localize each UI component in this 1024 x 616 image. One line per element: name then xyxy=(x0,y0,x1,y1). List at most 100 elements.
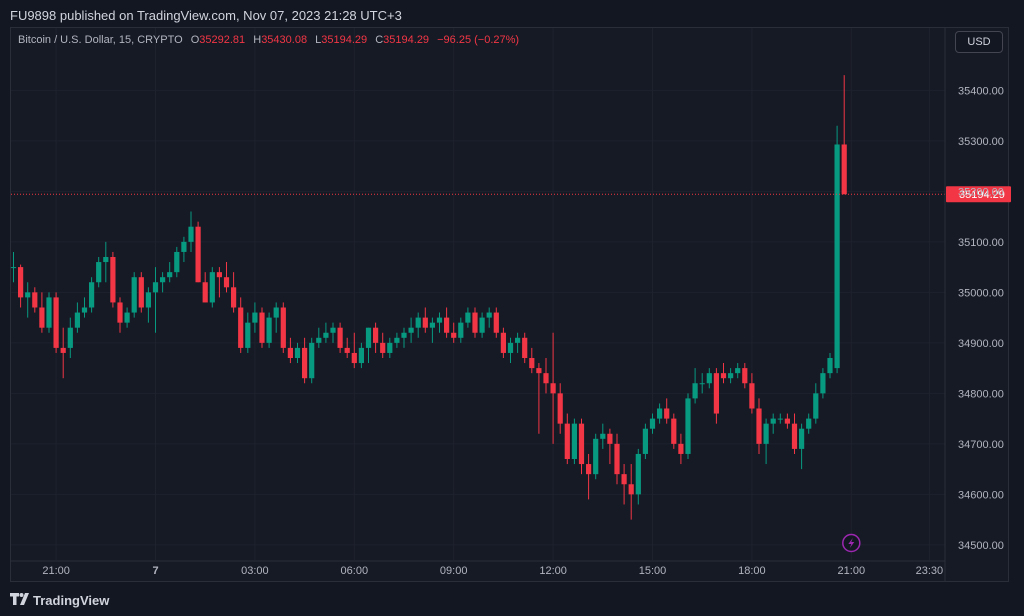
candle-body xyxy=(770,418,776,424)
candle xyxy=(401,327,407,348)
candle xyxy=(380,332,386,358)
candle xyxy=(216,267,222,298)
candle xyxy=(600,423,606,449)
candle-body xyxy=(600,433,606,439)
open-value: 35292.81 xyxy=(199,34,246,46)
candle xyxy=(39,292,45,333)
candle xyxy=(74,302,80,333)
candle-body xyxy=(415,317,421,328)
candle xyxy=(444,307,450,338)
candle-body xyxy=(536,368,542,374)
candle xyxy=(500,327,506,358)
candle xyxy=(451,322,457,343)
price-axis: 34500.00 34600.00 34700.00 34800.00 34900.00… xyxy=(944,28,1004,581)
candle-body xyxy=(167,272,173,278)
candle xyxy=(67,317,73,358)
candle-body xyxy=(557,393,563,424)
candle-body xyxy=(394,337,400,343)
candle xyxy=(557,383,563,434)
candle-body xyxy=(401,332,407,338)
candle xyxy=(749,373,755,414)
candle xyxy=(529,347,535,374)
candle-body xyxy=(635,453,641,495)
candle-body xyxy=(465,312,471,323)
candle-body xyxy=(223,277,230,288)
price-overlay: 35194.29 xyxy=(11,186,1011,553)
candle-body xyxy=(252,312,258,323)
candle-body xyxy=(195,226,201,283)
candle-body xyxy=(110,257,116,303)
candle xyxy=(280,302,286,353)
candle-body xyxy=(763,423,769,444)
candle xyxy=(699,373,705,394)
chart-grid xyxy=(11,28,945,560)
candle xyxy=(586,453,592,500)
candle-body xyxy=(316,337,322,343)
candle xyxy=(635,448,641,505)
y-tick-label: 34700.00 xyxy=(958,439,1004,451)
candle-body xyxy=(799,428,805,449)
candle-body xyxy=(380,342,386,353)
last-price-tag xyxy=(946,186,1011,203)
y-tick-label: 35200.00 xyxy=(958,186,1004,198)
candle xyxy=(472,307,478,338)
candle-body xyxy=(273,307,279,318)
candle xyxy=(415,312,421,338)
candle xyxy=(245,312,251,353)
candle-body xyxy=(664,408,670,419)
candle xyxy=(550,332,556,444)
candle xyxy=(507,337,514,364)
candle-body xyxy=(706,373,712,384)
candle xyxy=(259,307,265,348)
brand-name[interactable]: TradingView xyxy=(33,593,110,608)
low-value: 35194.29 xyxy=(321,34,368,46)
candle xyxy=(238,297,244,353)
candle xyxy=(671,413,677,449)
candle xyxy=(806,413,812,434)
candle-body xyxy=(742,368,748,384)
y-tick-label: 35400.00 xyxy=(958,85,1004,97)
candle-body xyxy=(813,393,819,419)
candle-body xyxy=(806,418,812,429)
candle xyxy=(309,337,315,384)
candle xyxy=(735,363,741,379)
candle xyxy=(571,418,577,465)
candle-body xyxy=(479,317,485,333)
candle xyxy=(81,297,88,318)
candle-body xyxy=(202,282,208,303)
candle xyxy=(131,272,137,318)
tradingview-logo-icon[interactable] xyxy=(10,591,30,607)
candle xyxy=(479,312,485,338)
candle xyxy=(756,398,762,454)
candle xyxy=(18,264,24,308)
candle-body xyxy=(841,144,847,195)
candle xyxy=(337,322,343,353)
candle-body xyxy=(287,347,293,358)
x-tick-label: 18:00 xyxy=(738,565,766,577)
candle xyxy=(664,398,670,424)
candle xyxy=(791,413,798,454)
candle-body xyxy=(238,307,244,348)
candle-body xyxy=(373,327,379,343)
x-tick-label: 21:00 xyxy=(838,565,866,577)
candle-body xyxy=(67,327,73,348)
candle-body xyxy=(181,241,187,252)
candle xyxy=(458,317,464,343)
currency-button[interactable]: USD xyxy=(955,31,1003,53)
candle xyxy=(799,423,805,470)
candle-body xyxy=(593,438,599,475)
candle xyxy=(692,368,698,404)
x-tick-label: 7 xyxy=(152,565,158,577)
chart-frame xyxy=(10,27,1009,582)
candle xyxy=(167,262,173,283)
candle xyxy=(841,75,847,195)
candle-body xyxy=(294,347,301,358)
high-label: H xyxy=(253,34,262,46)
y-tick-label: 35000.00 xyxy=(958,287,1004,299)
candle xyxy=(174,246,180,278)
candle xyxy=(358,342,364,369)
candle-body xyxy=(784,418,790,424)
lightning-bolt-icon[interactable] xyxy=(842,533,861,553)
candles xyxy=(10,75,847,520)
